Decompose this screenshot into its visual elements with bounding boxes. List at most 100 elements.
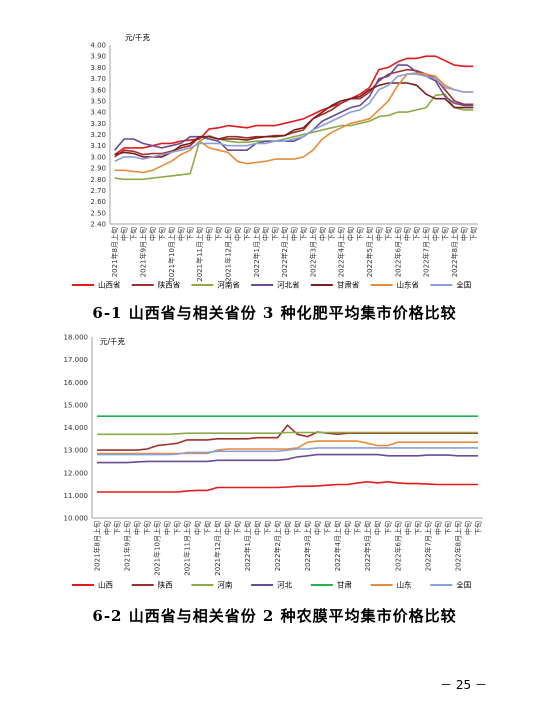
y-tick-label: 11.000 [64, 492, 89, 500]
y-tick-label: 2.80 [90, 176, 106, 184]
x-tick-label: 下旬 [473, 521, 482, 535]
y-tick-label: 3.30 [90, 120, 106, 128]
x-tick-label: 2022年1月上旬 [243, 521, 252, 571]
x-tick-label: 中旬 [163, 521, 172, 535]
x-tick-label: 2021年11月上旬 [183, 521, 192, 576]
x-tick-label: 2021年11月上旬 [195, 227, 204, 282]
y-tick-label: 18.000 [64, 334, 89, 342]
x-tick-label: 中旬 [313, 521, 322, 535]
y-tick-label: 3.20 [90, 131, 106, 139]
x-tick-label: 2022年2月上旬 [280, 227, 289, 277]
legend-label: 全国 [456, 580, 471, 590]
legend-label: 山东 [397, 580, 412, 590]
y-tick-label: 4.00 [90, 42, 106, 50]
y-tick-label: 3.40 [90, 109, 106, 117]
legend-label: 山西 [98, 580, 113, 590]
x-tick-label: 中旬 [403, 521, 412, 535]
x-tick-label: 下旬 [157, 227, 166, 241]
y-tick-label: 3.90 [90, 53, 106, 61]
x-tick-label: 中旬 [431, 227, 440, 241]
x-tick-label: 2021年8月上旬 [93, 521, 102, 571]
x-tick-label: 中旬 [233, 227, 242, 241]
x-tick-label: 中旬 [373, 521, 382, 535]
series-line [114, 64, 474, 151]
y-tick-label: 3.80 [90, 64, 106, 72]
y-tick-label: 2.60 [90, 198, 106, 206]
x-tick-label: 2021年10月上旬 [167, 227, 176, 282]
series-line [114, 82, 474, 158]
x-tick-label: 2022年7月上旬 [422, 227, 431, 277]
x-tick-label: 中旬 [148, 227, 157, 241]
x-tick-label: 下旬 [263, 521, 272, 535]
y-tick-label: 10.000 [64, 515, 89, 523]
x-tick-label: 下旬 [413, 521, 422, 535]
x-tick-label: 下旬 [356, 227, 365, 241]
y-tick-label: 2.40 [90, 221, 106, 229]
x-tick-label: 中旬 [403, 227, 412, 241]
y-tick-label: 2.50 [90, 209, 106, 217]
y-tick-label: 2.70 [90, 187, 106, 195]
legend-label: 河北省 [277, 280, 300, 290]
x-tick-label: 下旬 [143, 521, 152, 535]
x-tick-label: 2021年9月上旬 [123, 521, 132, 571]
x-tick-label: 2022年5月上旬 [365, 227, 374, 277]
legend-label: 河北 [277, 581, 292, 590]
x-tick-label: 中旬 [193, 521, 202, 535]
series-line [114, 55, 474, 156]
x-tick-label: 下旬 [327, 227, 336, 241]
y-tick-label: 3.50 [90, 97, 106, 105]
x-tick-label: 下旬 [129, 227, 138, 241]
series-line [97, 431, 478, 436]
x-tick-label: 下旬 [293, 521, 302, 535]
x-tick-label: 2021年12月上旬 [213, 521, 222, 576]
x-tick-label: 中旬 [318, 227, 327, 241]
x-tick-label: 中旬 [261, 227, 270, 241]
x-tick-label: 中旬 [120, 227, 129, 241]
legend-label: 全国 [456, 280, 471, 290]
x-tick-label: 下旬 [186, 227, 195, 241]
page-number: － 25 － [440, 678, 487, 692]
x-tick-label: 下旬 [384, 227, 393, 241]
x-tick-label: 中旬 [223, 521, 232, 535]
x-tick-label: 2021年12月上旬 [223, 227, 232, 282]
x-tick-label: 中旬 [283, 521, 292, 535]
x-tick-label: 2022年2月上旬 [273, 521, 282, 571]
x-tick-label: 下旬 [440, 227, 449, 241]
legend-label: 山东省 [397, 280, 420, 290]
x-tick-label: 2022年3月上旬 [308, 227, 317, 277]
x-tick-label: 中旬 [133, 521, 142, 535]
x-tick-label: 下旬 [299, 227, 308, 241]
x-tick-label: 2022年6月上旬 [393, 521, 402, 571]
y-unit-label: 元/千克 [125, 32, 151, 42]
x-tick-label: 下旬 [412, 227, 421, 241]
y-tick-label: 17.000 [64, 356, 89, 364]
series-line [97, 440, 478, 455]
x-tick-label: 2022年7月上旬 [423, 521, 432, 571]
x-tick-label: 下旬 [323, 521, 332, 535]
x-tick-label: 下旬 [214, 227, 223, 241]
series-line [97, 447, 478, 456]
y-tick-label: 13.000 [64, 447, 89, 455]
legend-label: 山西省 [98, 280, 121, 290]
y-tick-label: 3.70 [90, 75, 106, 83]
legend-label: 河南 [217, 580, 232, 590]
y-tick-label: 12.000 [64, 469, 89, 477]
x-tick-label: 2022年8月上旬 [453, 521, 462, 571]
x-tick-label: 2021年9月上旬 [139, 227, 148, 277]
y-tick-label: 16.000 [64, 379, 89, 387]
x-tick-label: 中旬 [346, 227, 355, 241]
x-tick-label: 下旬 [233, 521, 242, 535]
x-tick-label: 中旬 [176, 227, 185, 241]
y-tick-label: 14.000 [64, 424, 89, 432]
y-tick-label: 3.00 [90, 153, 106, 161]
x-tick-label: 下旬 [271, 227, 280, 241]
x-tick-label: 2022年3月上旬 [303, 521, 312, 571]
x-tick-label: 中旬 [459, 227, 468, 241]
x-tick-label: 2022年4月上旬 [333, 521, 342, 571]
y-tick-label: 15.000 [64, 401, 89, 409]
x-tick-label: 中旬 [463, 521, 472, 535]
series-line [97, 453, 478, 464]
series-line [97, 480, 478, 493]
x-tick-label: 下旬 [242, 227, 251, 241]
